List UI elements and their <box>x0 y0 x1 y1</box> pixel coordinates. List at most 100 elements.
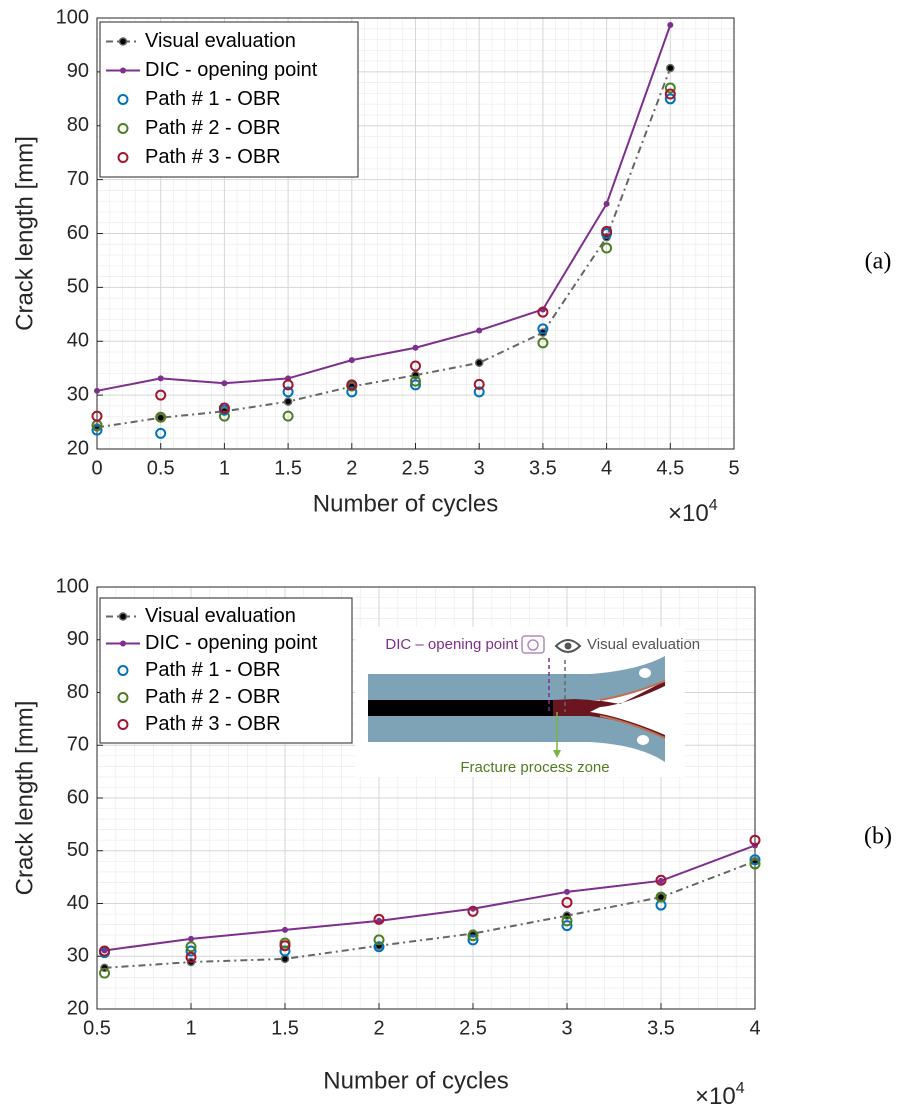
legend-marker <box>118 37 128 46</box>
marker <box>749 834 761 846</box>
legend-label: Visual evaluation <box>145 30 296 52</box>
marker <box>666 63 675 73</box>
y-tick-label: 60 <box>67 222 89 244</box>
y-tick-label: 80 <box>67 114 89 136</box>
marker <box>99 945 111 957</box>
x-tick-label: 3.5 <box>529 457 557 479</box>
y-tick-label: 80 <box>67 681 89 703</box>
x-tick-label: 4.5 <box>656 457 684 479</box>
x-tick-label: 5 <box>728 457 739 479</box>
x-tick-label: 0 <box>91 457 102 479</box>
x-tick-label: 2 <box>346 457 357 479</box>
marker <box>601 242 613 254</box>
marker <box>603 200 610 207</box>
hole <box>637 735 649 745</box>
x-tick-label: 3.5 <box>647 1017 675 1039</box>
marker <box>601 225 613 237</box>
marker <box>373 941 385 953</box>
marker <box>155 389 167 401</box>
marker <box>282 926 288 933</box>
x-tick-label: 0.5 <box>83 1017 111 1039</box>
x-multiplier: ×104 <box>668 497 718 527</box>
legend-label: DIC - opening point <box>145 632 318 654</box>
marker <box>218 402 230 414</box>
marker <box>667 22 674 29</box>
annotation: Visual evaluation <box>587 636 700 653</box>
x-axis-label: Number of cycles <box>313 490 498 517</box>
marker <box>282 386 294 398</box>
panel-label: (b) <box>864 824 892 850</box>
y-tick-label: 50 <box>67 839 89 861</box>
eye-icon <box>554 639 582 653</box>
legend-marker <box>117 719 129 730</box>
marker <box>473 378 485 390</box>
x-tick-label: 1 <box>185 1017 196 1039</box>
y-tick-label: 20 <box>67 997 89 1019</box>
marker <box>537 306 549 318</box>
beam-upper <box>368 656 665 700</box>
marker <box>157 375 164 382</box>
y-tick-label: 70 <box>67 734 89 756</box>
y-tick-label: 90 <box>67 60 89 82</box>
series-line <box>96 24 672 392</box>
marker <box>410 360 421 372</box>
crack <box>368 700 553 716</box>
x-multiplier-base: ×10 <box>668 500 709 527</box>
marker <box>561 920 573 932</box>
marker <box>467 930 479 942</box>
marker <box>221 380 228 387</box>
marker <box>185 945 197 957</box>
legend-marker <box>118 612 128 621</box>
x-multiplier: ×104 <box>695 1080 745 1110</box>
marker <box>564 888 570 895</box>
marker <box>376 917 382 924</box>
marker <box>467 905 479 917</box>
marker <box>283 397 293 406</box>
x-tick-label: 4 <box>601 457 612 479</box>
marker <box>282 410 294 422</box>
beam-edge <box>599 680 666 701</box>
y-tick-label: 20 <box>67 437 89 459</box>
beam-lower <box>368 716 665 762</box>
marker <box>412 344 419 351</box>
camera-lens <box>527 639 539 651</box>
legend-label: Path # 1 - OBR <box>145 659 281 681</box>
marker <box>474 358 484 368</box>
marker <box>410 375 421 387</box>
y-tick-label: 40 <box>67 892 89 914</box>
marker <box>279 940 291 952</box>
x-tick-label: 0.5 <box>147 457 175 479</box>
marker <box>537 323 549 335</box>
legend-box <box>99 21 359 178</box>
marker <box>655 874 667 886</box>
marker <box>561 896 573 908</box>
marker <box>348 357 355 364</box>
marker <box>655 899 667 911</box>
legend-label: Path # 1 - OBR <box>145 88 281 110</box>
y-axis-label: Crack length [mm] <box>11 701 38 896</box>
legend-label: Path # 3 - OBR <box>145 146 281 168</box>
axes-box <box>96 586 756 1010</box>
inset-diagram: DIC – opening point Visual evaluation Fr… <box>355 627 700 777</box>
marker <box>346 386 358 398</box>
y-axis-label: Crack length [mm] <box>11 136 38 331</box>
x-tick-label: 2.5 <box>402 457 430 479</box>
marker <box>346 379 358 391</box>
x-tick-label: 4 <box>749 1017 760 1039</box>
x-tick-label: 2 <box>373 1017 384 1039</box>
panel-label: (a) <box>865 249 892 275</box>
axes-box <box>96 17 735 450</box>
legend-box <box>99 597 353 744</box>
y-tick-label: 70 <box>67 168 89 190</box>
marker <box>655 891 667 903</box>
legend-label: Path # 3 - OBR <box>145 713 281 735</box>
marker <box>155 427 167 439</box>
legend-marker <box>117 692 129 703</box>
camera-icon <box>521 635 545 654</box>
x-tick-label: 3 <box>561 1017 572 1039</box>
marker <box>94 387 100 394</box>
hole <box>639 668 651 678</box>
y-tick-label: 30 <box>67 383 89 405</box>
marker <box>373 934 385 946</box>
x-axis-label: Number of cycles <box>323 1067 508 1094</box>
